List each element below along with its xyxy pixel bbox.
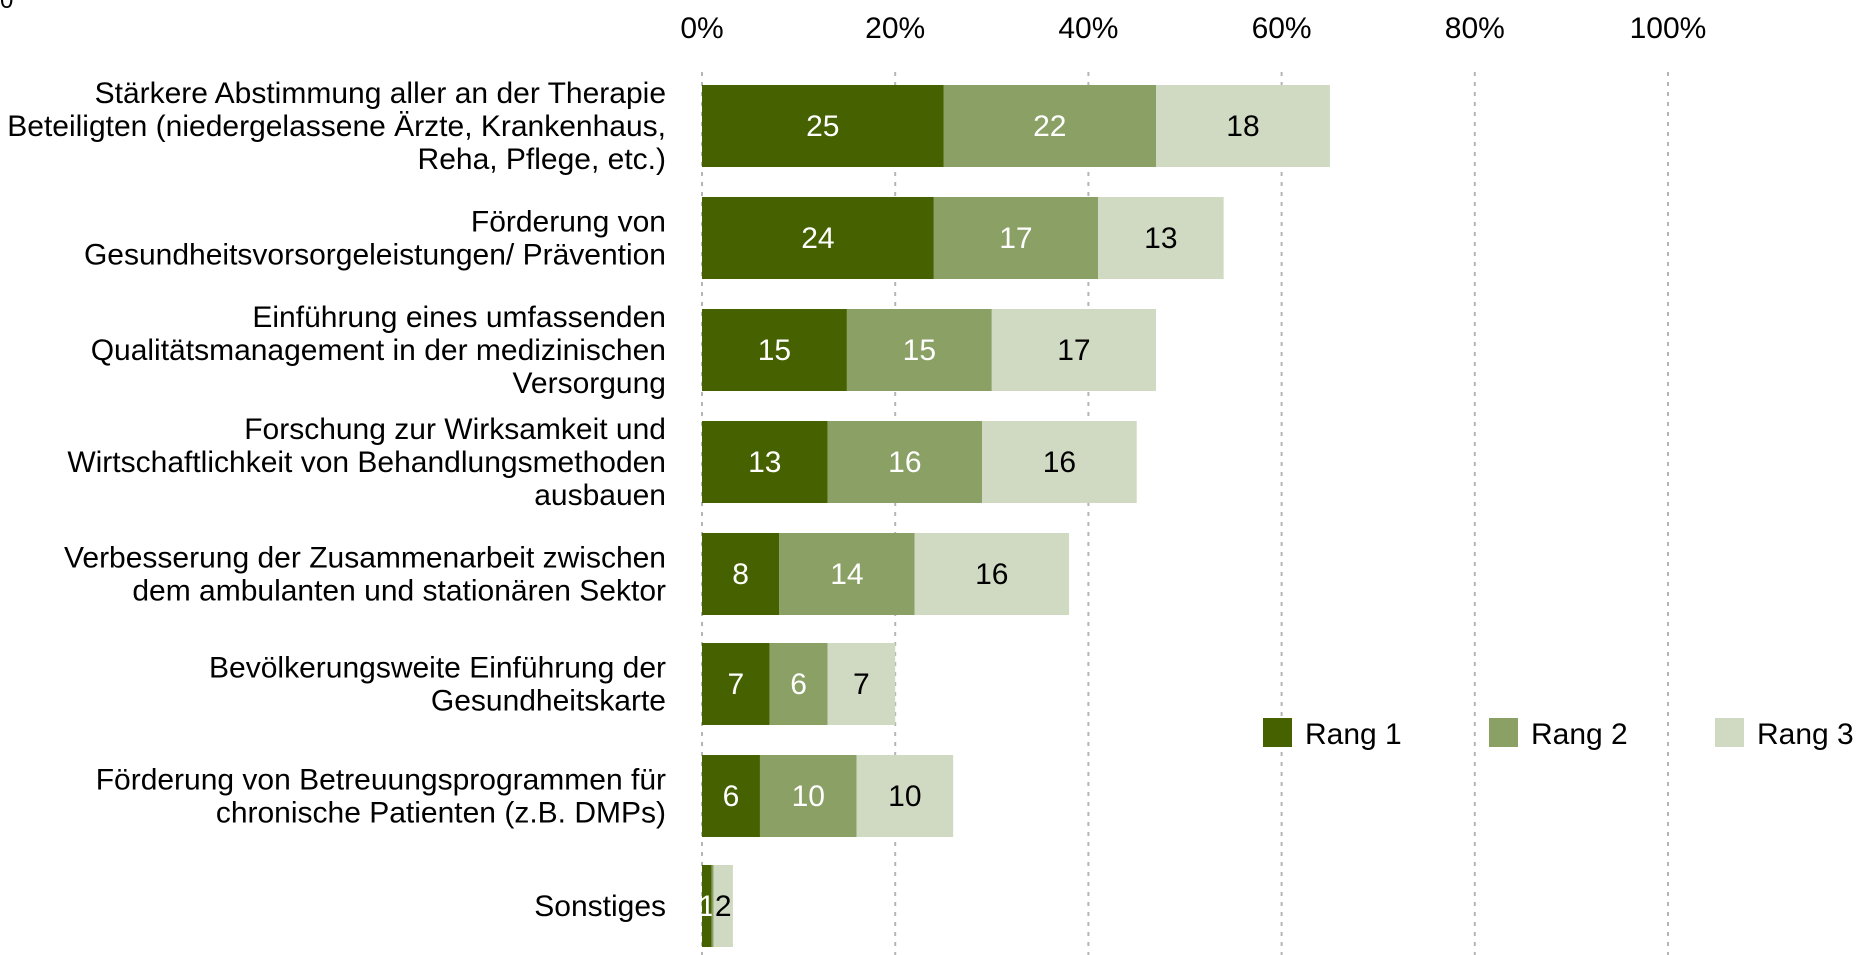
bar-value-label: 8 [732, 558, 749, 591]
x-tick-label: 40% [1058, 12, 1118, 45]
bar-segment-rang-3 [856, 755, 954, 837]
category-label: Sonstiges [534, 890, 666, 923]
bar-value-label: 7 [727, 668, 744, 701]
legend-swatch [1715, 718, 1744, 747]
bar-value-label: 16 [1043, 446, 1076, 479]
gridlines [701, 72, 1669, 955]
bar-value-label: 10 [888, 780, 921, 813]
x-tick-label: 60% [1252, 12, 1312, 45]
bar-value-label: 10 [792, 780, 825, 813]
legend-label: Rang 1 [1305, 718, 1402, 751]
x-tick-label: 20% [865, 12, 925, 45]
category-label: Verbesserung der Zusammenarbeit zwischen… [64, 542, 666, 608]
bar-segment-rang-1 [702, 643, 770, 725]
bar-segment-rang-1 [702, 197, 934, 279]
bar-value-label: 14 [830, 558, 863, 591]
category-label: Bevölkerungsweite Einführung der Gesundhe… [209, 652, 666, 718]
bar-value-label: 13 [1144, 222, 1177, 255]
x-tick-label: 0% [680, 12, 723, 45]
bar-segment-rang-1 [702, 865, 712, 947]
bar-segment-rang-2 [711, 865, 714, 947]
bar-value-label: 15 [903, 334, 936, 367]
category-label: Stärkere Abstimmung aller an der Therapi… [7, 77, 666, 176]
bar-segment-rang-1 [702, 533, 780, 615]
bar-segment-rang-2 [779, 533, 915, 615]
bar-value-label: 6 [723, 780, 740, 813]
bar-value-label: 17 [999, 222, 1032, 255]
corner-fragment: 0 [0, 0, 13, 14]
bar-value-label: 1 [698, 890, 715, 923]
x-tick-label: 100% [1630, 12, 1707, 45]
bar-value-label: 22 [1033, 110, 1066, 143]
category-labels: Stärkere Abstimmung aller an der Therapi… [7, 77, 666, 923]
bar-segment-rang-1 [702, 85, 944, 167]
category-label: Förderung von Betreuungsprogrammen für ch… [96, 764, 666, 830]
legend: Rang 1 Rang 2 Rang 3 [1263, 718, 1854, 751]
bar-segment-rang-1 [702, 309, 847, 391]
bar-value-label: 18 [1226, 110, 1259, 143]
x-tick-label: 80% [1445, 12, 1505, 45]
bar-segment-rang-3 [914, 533, 1070, 615]
bar-segment-rang-2 [769, 643, 828, 725]
legend-swatch [1263, 718, 1292, 747]
bar-segment-rang-2 [846, 309, 992, 391]
bar-segment-rang-1 [702, 755, 760, 837]
bar-segment-rang-2 [933, 197, 1099, 279]
bar-segment-rang-3 [713, 865, 733, 947]
bar-value-label: 7 [853, 668, 870, 701]
bar-segment-rang-2 [759, 755, 857, 837]
bar-segment-rang-3 [982, 421, 1137, 503]
bar-value-label: 13 [748, 446, 781, 479]
x-axis-ticks: 0% 20% 40% 60% 80% 100% [680, 12, 1706, 45]
legend-swatch [1489, 718, 1518, 747]
bars: 25 22 18 24 17 13 15 15 17 13 16 16 8 14 16 7 6 7 6 10 10 1 2 [698, 85, 1330, 947]
bar-segment-rang-3 [1098, 197, 1224, 279]
bar-segment-rang-2 [943, 85, 1157, 167]
bar-segment-rang-3 [991, 309, 1157, 391]
bar-value-label: 16 [975, 558, 1008, 591]
bar-value-label: 15 [758, 334, 791, 367]
category-label: Förderung von Gesundheitsvorsorgeleistung… [84, 206, 666, 272]
bar-value-label: 6 [790, 668, 807, 701]
bar-segment-rang-1 [702, 421, 828, 503]
bar-value-label: 17 [1057, 334, 1090, 367]
legend-label: Rang 2 [1531, 718, 1628, 751]
bar-value-label: 25 [806, 110, 839, 143]
bar-segment-rang-2 [827, 421, 983, 503]
bar-segment-rang-3 [1156, 85, 1330, 167]
bar-value-label: 16 [888, 446, 921, 479]
category-label: Einführung eines umfassenden Qualitätsman… [91, 301, 666, 400]
bar-value-label: 24 [801, 222, 834, 255]
bar-segment-rang-3 [827, 643, 896, 725]
legend-label: Rang 3 [1757, 718, 1854, 751]
bar-value-label: 2 [715, 890, 732, 923]
category-label: Forschung zur Wirksamkeit und Wirtschaftl… [67, 413, 666, 512]
